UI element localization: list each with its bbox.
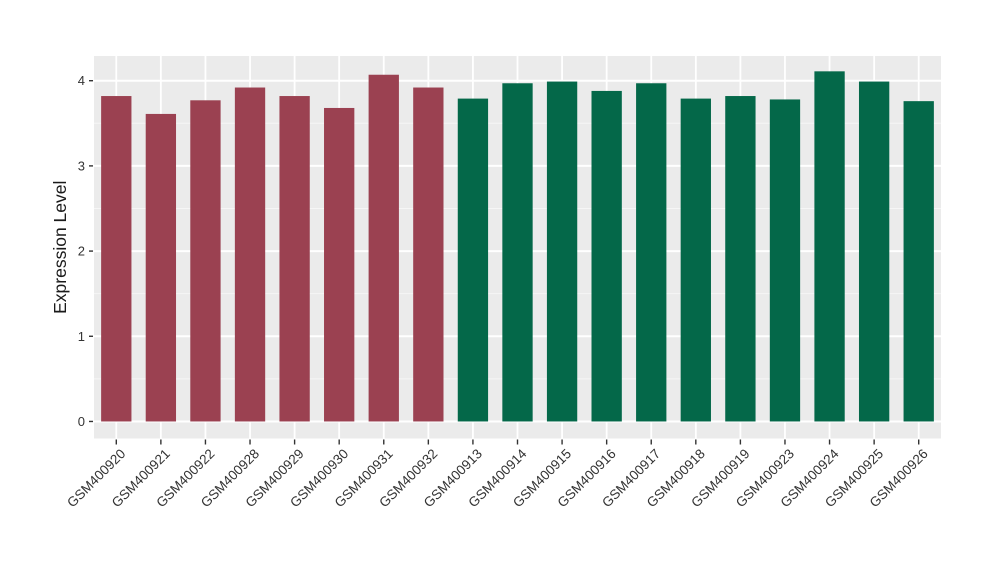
bar-GSM400915 [546,81,578,422]
bar-GSM400916 [591,90,622,422]
y-tick-label: 4 [78,73,85,88]
bar-GSM400924 [814,71,845,422]
y-tick-label: 0 [78,414,85,429]
bar-GSM400920 [101,96,132,422]
bar-GSM400923 [769,99,801,422]
y-tick-label: 1 [78,329,85,344]
bar-GSM400931 [368,74,399,422]
bar-GSM400914 [502,83,533,422]
bar-GSM400919 [725,96,756,422]
bar-GSM400929 [279,96,310,422]
bar-GSM400921 [145,113,177,422]
y-axis-title: Expression Level [50,181,70,314]
bar-GSM400922 [190,100,221,422]
bar-GSM400925 [858,81,890,422]
bar-GSM400917 [636,83,667,422]
bar-GSM400930 [324,107,355,422]
y-tick-label: 2 [78,244,85,259]
bar-GSM400913 [457,98,489,422]
bar-GSM400926 [903,101,934,422]
y-tick-label: 3 [78,158,85,173]
bar-GSM400918 [680,98,711,422]
bar-GSM400932 [413,87,444,422]
bar-GSM400928 [234,87,266,422]
